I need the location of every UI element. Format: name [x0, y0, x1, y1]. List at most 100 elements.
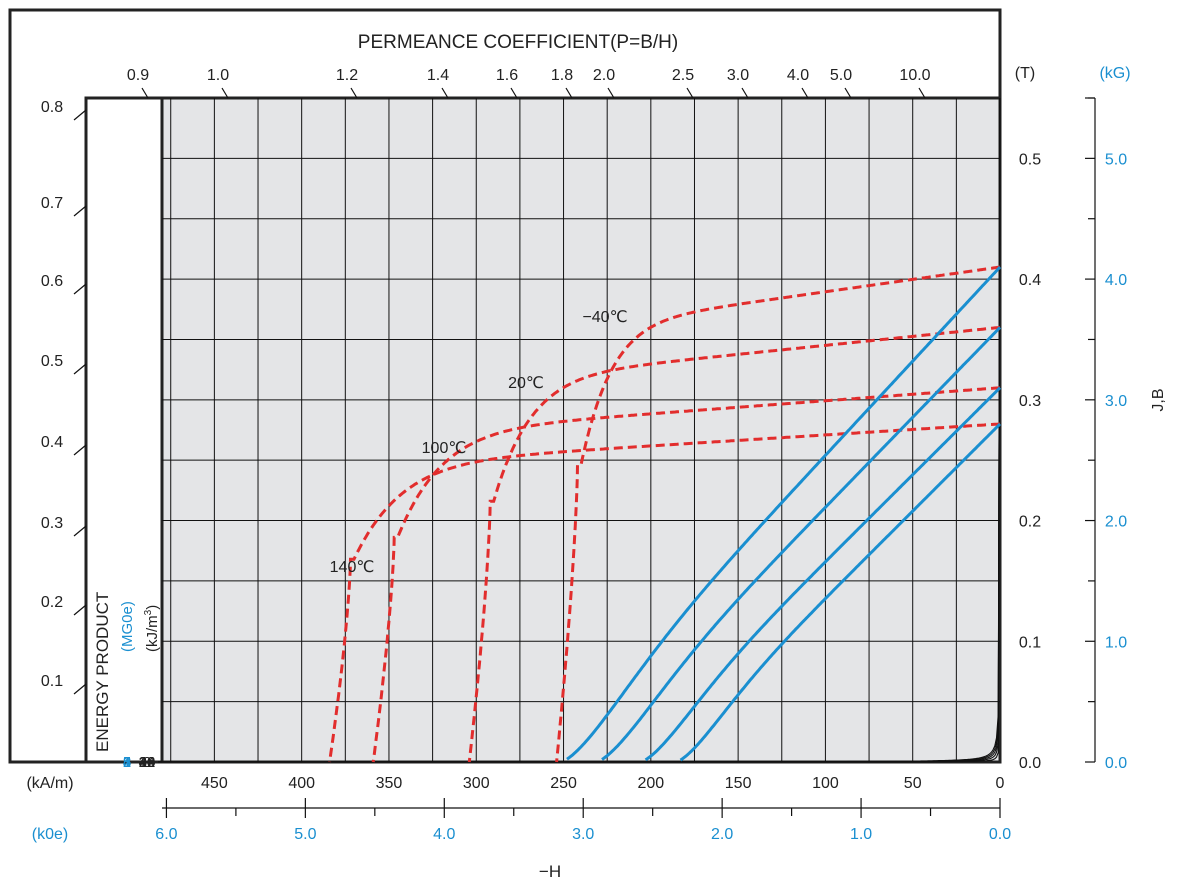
x-tick-koe-label: 4.0: [433, 826, 455, 843]
energy-label-mgoe: 4: [123, 754, 131, 771]
y-tick-kg-label: 1.0: [1105, 634, 1127, 651]
permeance-tick: [686, 87, 694, 99]
left-scale-tick: [73, 604, 87, 616]
normal-curve: [601, 326, 1002, 761]
x-tick-koe-label: 5.0: [294, 826, 316, 843]
x-tick-koe-label: 0.0: [989, 826, 1011, 843]
chart-title: PERMEANCE COEFFICIENT(P=B/H): [358, 32, 678, 53]
x-tick-kam-label: 150: [725, 775, 752, 792]
y-tick-kg-label: 0.0: [1105, 755, 1127, 772]
permeance-tick-label: 5.0: [830, 67, 852, 84]
permeance-tick-label: 1.0: [207, 67, 229, 84]
normal-curve: [644, 386, 1002, 762]
intrinsic-curve: [467, 325, 1001, 763]
permeance-tick: [801, 87, 809, 99]
permeance-tick: [221, 87, 229, 99]
y-tick-tesla-label: 0.4: [1019, 272, 1041, 289]
left-scale-tick: [73, 109, 87, 121]
permeance-tick: [141, 87, 149, 99]
permeance-tick-label: 2.5: [672, 67, 694, 84]
energy-unit-kjm3: (kJ/m3): [143, 605, 161, 652]
permeance-tick-label: 2.0: [593, 67, 615, 84]
permeance-tick: [607, 87, 615, 99]
energy-label-mgoe: 1: [123, 754, 131, 771]
energy-product-title: ENERGY PRODUCT: [93, 592, 112, 752]
permeance-ticks: 0.9 1.0 1.2 1.4 1.6 1.8 2.0 2.5 3.0 4.0 5.0 10.0: [127, 67, 931, 99]
permeance-tick-label: 1.2: [336, 67, 358, 84]
x-tick-koe-label: 6.0: [155, 826, 177, 843]
series-layer: −40℃ 20℃ 100℃ 140℃: [328, 265, 1002, 763]
x-unit-koe: (k0e): [32, 826, 68, 843]
x-tick-kam-label: 50: [904, 775, 922, 792]
left-scale-label: 0.7: [41, 195, 63, 212]
x-axis-label: −H: [539, 862, 561, 881]
x-tick-kam-label: 400: [288, 775, 315, 792]
plot-area: [160, 96, 1002, 764]
energy-label-mgoe: 5: [123, 754, 131, 771]
left-scale-tick: [73, 205, 87, 217]
y-tick-kg-label: 2.0: [1105, 514, 1127, 531]
x-tick-kam-label: 250: [550, 775, 577, 792]
energy-product-curve: [162, 97, 1001, 763]
left-scale-tick: [73, 283, 87, 295]
permeance-tick-label: 10.0: [899, 67, 930, 84]
x-tick-koe-label: 1.0: [850, 826, 872, 843]
y-tick-tesla-label: 0.3: [1019, 393, 1041, 410]
left-scale: 0.1 0.2 0.3 0.4 0.5 0.6 0.7 0.8: [41, 99, 87, 695]
temperature-label: 100℃: [422, 440, 467, 457]
x-tick-kam-label: 200: [637, 775, 664, 792]
intrinsic-curve: [371, 386, 1001, 763]
intrinsic-curve: [328, 422, 1001, 763]
temperature-label: 140℃: [330, 559, 375, 576]
y-tick-kg-label: 4.0: [1105, 272, 1127, 289]
permeance-tick: [565, 87, 573, 99]
energy-unit-mgoe: (MG0e): [119, 601, 136, 652]
y-tick-tesla-label: 0.2: [1019, 514, 1041, 531]
permeance-tick: [350, 87, 358, 99]
y-unit-kilogauss: (kG): [1099, 65, 1130, 82]
permeance-tick-label: 1.8: [551, 67, 573, 84]
permeance-tick-label: 3.0: [727, 67, 749, 84]
left-scale-label: 0.5: [41, 353, 63, 370]
energy-product-panel: [84, 96, 164, 764]
y-tick-kg-label: 5.0: [1105, 151, 1127, 168]
permeance-tick: [441, 87, 449, 99]
left-scale-label: 0.3: [41, 515, 63, 532]
axes-text: 450 400 350 300 250 200 150 100 50 0 6.0 5.0 4.0 3.0 2…: [155, 97, 1127, 843]
temperature-label: 20℃: [508, 375, 544, 392]
y-axis-label: J,B: [1150, 388, 1167, 411]
energy-label-kjm3: 16: [139, 754, 156, 771]
intrinsic-curve: [555, 265, 1001, 763]
left-scale-label: 0.6: [41, 273, 63, 290]
permeance-tick: [918, 87, 926, 99]
left-scale-tick: [73, 444, 87, 456]
y-tick-tesla-label: 0.0: [1019, 755, 1041, 772]
permeance-tick-label: 1.6: [496, 67, 518, 84]
permeance-tick: [510, 87, 518, 99]
left-scale-label: 0.8: [41, 99, 63, 116]
x-tick-kam-label: 0: [996, 775, 1005, 792]
energy-product-labels: 5 40 4 32 3 24 2 16 1 8: [123, 754, 162, 771]
x-tick-kam-label: 450: [201, 775, 228, 792]
x-unit-kam: (kA/m): [26, 775, 73, 792]
x-tick-koe-label: 3.0: [572, 826, 594, 843]
temperature-label: −40℃: [582, 309, 627, 326]
left-scale-tick: [73, 363, 87, 375]
permeance-tick-label: 0.9: [127, 67, 149, 84]
energy-label-kjm3: 32: [139, 754, 156, 771]
energy-label-kjm3: 8: [143, 754, 151, 771]
energy-label-mgoe: 2: [123, 754, 131, 771]
permeance-tick-label: 1.4: [427, 67, 449, 84]
grid-lines: [162, 98, 1000, 762]
x-tick-koe-label: 2.0: [711, 826, 733, 843]
y-tick-kg-label: 3.0: [1105, 393, 1127, 410]
x-tick-kam-label: 350: [376, 775, 403, 792]
left-scale-label: 0.1: [41, 673, 63, 690]
left-scale-label: 0.2: [41, 594, 63, 611]
y-unit-tesla: (T): [1015, 65, 1035, 82]
left-scale-tick: [73, 683, 87, 695]
x-tick-kam-label: 300: [463, 775, 490, 792]
left-scale-tick: [73, 525, 87, 537]
permeance-tick: [844, 87, 852, 99]
